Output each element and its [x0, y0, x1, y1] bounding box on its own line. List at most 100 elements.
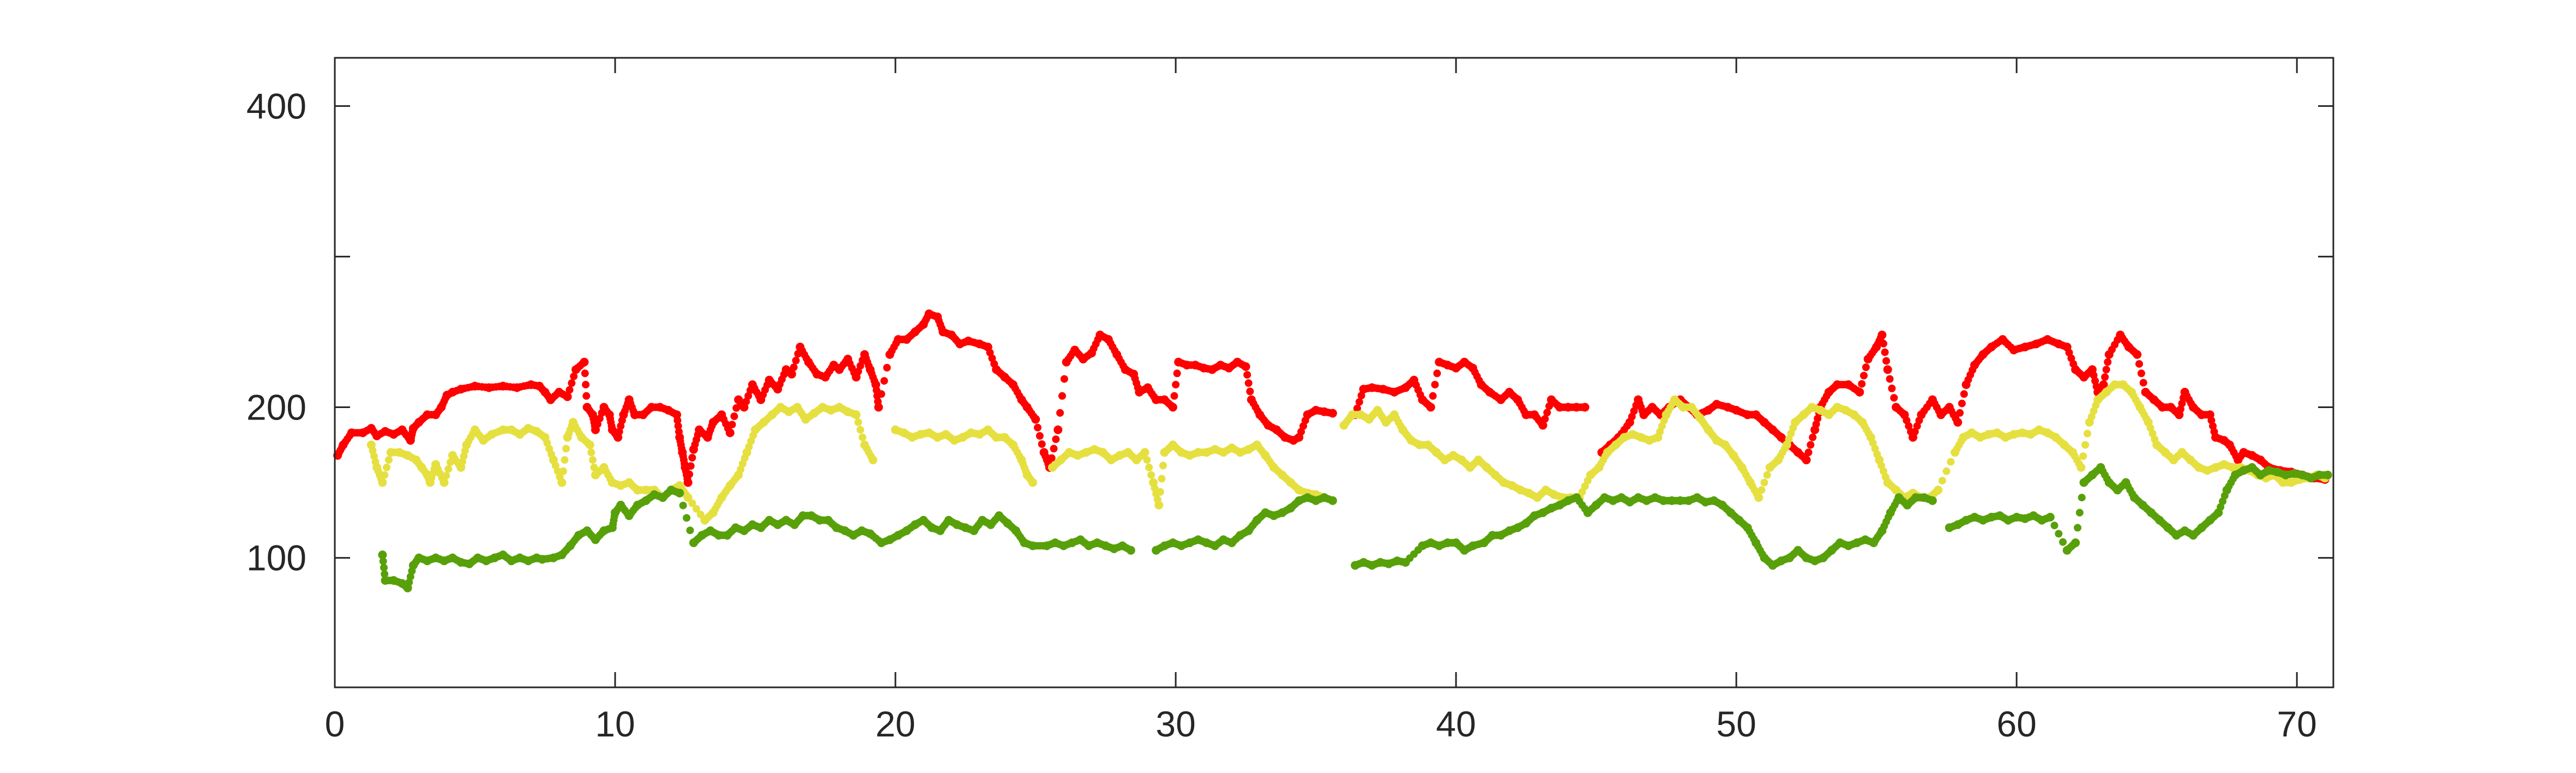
data-point-fill — [679, 501, 687, 510]
data-point-fill — [565, 386, 574, 394]
data-point — [1328, 496, 1337, 505]
data-point-fill — [883, 364, 891, 371]
data-point-fill — [1809, 433, 1817, 441]
data-point-fill — [673, 416, 682, 424]
data-point-fill — [2055, 530, 2063, 538]
data-point-fill — [1170, 392, 1178, 400]
data-point-fill — [1355, 398, 1363, 406]
data-point-fill — [693, 505, 701, 513]
data-point-fill — [2050, 522, 2059, 530]
data-point-fill — [2083, 429, 2091, 438]
data-point — [557, 478, 567, 487]
data-point-fill — [559, 467, 567, 475]
data-point — [1028, 478, 1037, 487]
data-point-fill — [877, 390, 886, 398]
data-point-fill — [2104, 358, 2112, 366]
data-point — [868, 456, 877, 465]
data-point-fill — [379, 557, 387, 565]
plot-area-frame — [334, 57, 2334, 688]
data-point-fill — [1947, 458, 1955, 466]
data-point-fill — [444, 465, 453, 473]
data-point-fill — [2059, 538, 2067, 546]
data-point-fill — [688, 499, 696, 507]
data-point-fill — [1147, 471, 1155, 479]
data-point — [440, 478, 449, 487]
data-point-fill — [1942, 467, 1951, 475]
data-point-fill — [1052, 435, 1060, 444]
data-point-fill — [854, 418, 862, 427]
series-layer — [333, 309, 2332, 592]
data-point-fill — [1429, 392, 1437, 400]
x-tick-label: 40 — [1436, 704, 1476, 744]
data-point-fill — [1431, 381, 1439, 389]
data-point-fill — [1886, 375, 1894, 383]
data-point-fill — [1763, 471, 1771, 479]
data-point-fill — [381, 471, 389, 479]
data-point — [2133, 350, 2142, 359]
data-point-fill — [562, 445, 570, 453]
data-point-fill — [687, 462, 695, 470]
data-point-fill — [568, 379, 576, 387]
x-tick-label: 10 — [595, 704, 635, 744]
data-point-fill — [1882, 357, 1891, 365]
data-point-fill — [381, 570, 389, 578]
data-point-fill — [1243, 371, 1251, 379]
data-point-fill — [696, 511, 705, 519]
data-point-fill — [790, 363, 798, 371]
data-point — [1754, 493, 1764, 502]
data-point-fill — [728, 421, 736, 429]
data-point-fill — [1858, 380, 1866, 388]
data-point — [2077, 463, 2086, 472]
data-point-fill — [582, 392, 591, 400]
y-tick-label: 100 — [246, 538, 306, 578]
data-point-fill — [1056, 409, 1064, 417]
data-point-fill — [674, 422, 682, 430]
y-tick-label: 400 — [246, 86, 306, 126]
data-point-fill — [1246, 387, 1254, 396]
data-point-fill — [1060, 375, 1068, 383]
data-point — [2323, 470, 2332, 480]
data-point — [1928, 496, 1937, 505]
data-point — [1802, 456, 1811, 465]
data-point — [1054, 425, 1063, 434]
data-point-fill — [1807, 441, 1815, 449]
data-point — [2071, 538, 2080, 547]
data-point — [563, 392, 572, 402]
data-point-fill — [880, 377, 888, 385]
data-point — [580, 357, 589, 367]
data-point — [1953, 418, 1963, 427]
data-point — [874, 403, 883, 412]
data-point-fill — [1890, 394, 1898, 402]
data-point-fill — [1880, 339, 1887, 347]
series-3 — [378, 463, 2332, 592]
data-point — [1580, 403, 1590, 412]
x-tick-label: 70 — [2277, 704, 2316, 744]
data-point-fill — [590, 463, 598, 471]
data-point-fill — [1033, 423, 1042, 432]
data-point-fill — [1938, 477, 1946, 485]
data-point — [1126, 546, 1135, 555]
data-point-fill — [1433, 369, 1441, 377]
data-point-fill — [1158, 475, 1166, 483]
data-point — [725, 428, 735, 438]
data-point-fill — [570, 372, 578, 380]
x-tick-label: 0 — [325, 704, 345, 744]
data-point — [1241, 362, 1250, 371]
data-point-fill — [1543, 409, 1551, 417]
data-point-fill — [2135, 360, 2143, 368]
data-point-fill — [1956, 409, 1964, 417]
data-point — [585, 440, 594, 450]
data-point-fill — [2102, 365, 2110, 374]
data-point-fill — [1760, 478, 1768, 487]
x-tick-label: 60 — [1996, 704, 2036, 744]
data-point-fill — [1173, 369, 1181, 377]
data-point-fill — [380, 564, 388, 572]
data-point-fill — [587, 448, 595, 457]
data-point — [1168, 403, 1177, 412]
data-point-fill — [1357, 392, 1365, 400]
data-point — [1031, 415, 1040, 424]
data-point — [1140, 448, 1149, 457]
data-point-fill — [1058, 392, 1066, 400]
data-point-fill — [2079, 452, 2087, 460]
data-point-fill — [2137, 369, 2145, 377]
